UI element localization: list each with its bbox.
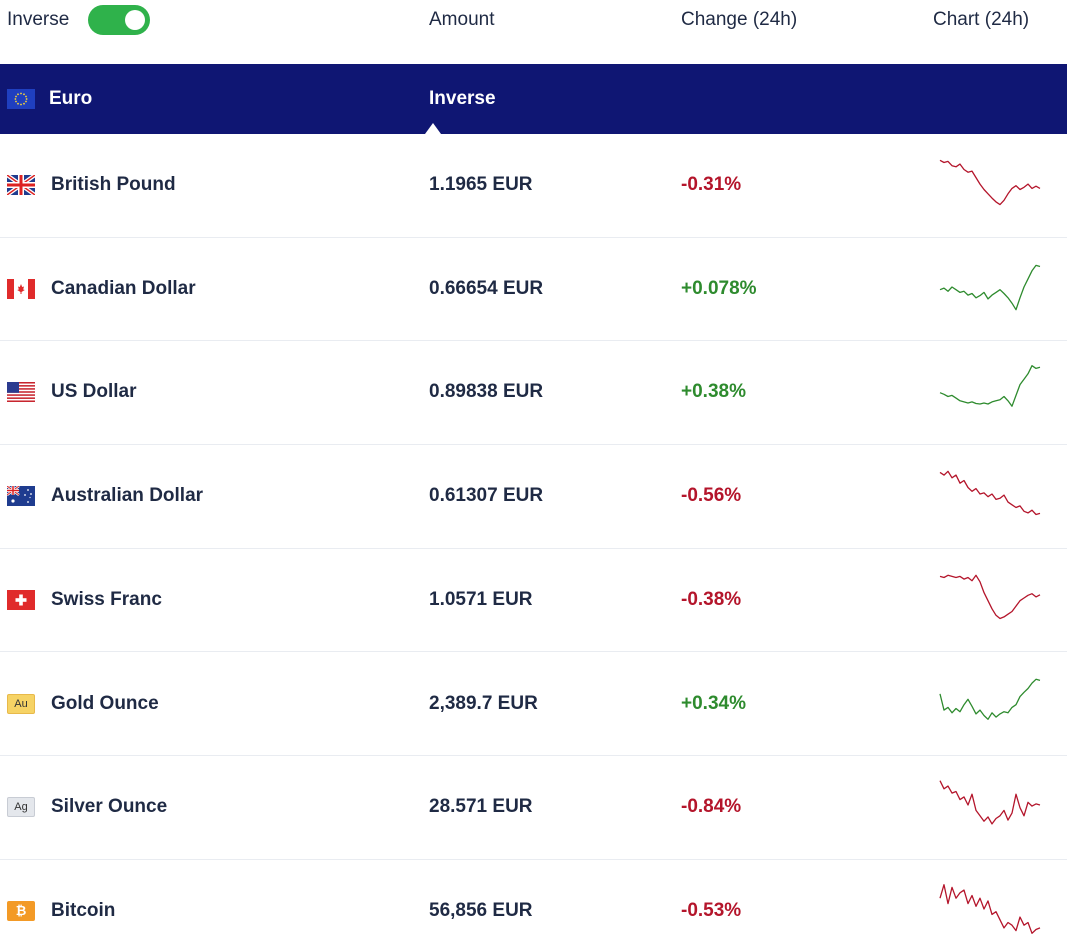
currency-row-silver-ounce[interactable]: Ag Silver Ounce 28.571 EUR -0.84% [0,756,1067,860]
sparkline-chart[interactable] [938,154,1042,212]
sparkline-path [939,470,1041,516]
currency-row-us-dollar[interactable]: US Dollar 0.89838 EUR +0.38% [0,341,1067,446]
currency-amount: 0.89838 EUR [429,381,544,403]
sparkline-chart[interactable] [938,776,1042,834]
currency-row-bitcoin[interactable]: ₿ Bitcoin 56,856 EUR -0.53% [0,860,1067,941]
sparkline-chart[interactable] [938,258,1042,316]
currency-change: -0.84% [681,796,742,818]
currency-change: -0.31% [681,174,742,195]
inverse-label: Inverse [7,9,70,30]
currency-amount: 2,389.7 EUR [429,692,538,714]
sparkline-chart[interactable] [938,880,1042,938]
base-currency-row[interactable]: Euro Inverse [0,64,1067,134]
currency-name: Bitcoin [51,899,116,921]
sparkline-chart[interactable] [938,361,1042,419]
currency-change: +0.38% [681,381,746,403]
currency-name: Swiss Franc [51,588,162,610]
change-column-header: Change (24h) [681,9,798,30]
currency-row-canadian-dollar[interactable]: Canadian Dollar 0.66654 EUR +0.078% [0,238,1067,342]
currency-row-australian-dollar[interactable]: Australian Dollar 0.61307 EUR -0.56% [0,445,1067,549]
currency-row-british-pound[interactable]: British Pound 1.1965 EUR -0.31% [0,134,1067,238]
gold-badge: Au [7,693,35,714]
amount-column-header: Amount [429,9,495,30]
ch-flag-icon [7,589,35,610]
sparkline-chart[interactable] [938,673,1042,731]
ca-flag-icon [7,278,35,299]
currency-change: -0.38% [681,588,742,610]
sparkline-path [939,574,1041,619]
table-header: Inverse Amount Change (24h) Chart (24h) [0,0,1067,64]
sparkline-chart[interactable] [938,569,1042,627]
selection-caret [425,123,441,134]
sparkline-path [939,883,1041,934]
currency-change: +0.078% [681,277,757,299]
base-mode-label: Inverse [429,88,496,109]
currency-name: British Pound [51,174,176,195]
currency-name: Silver Ounce [51,796,168,818]
currency-name: Gold Ounce [51,692,159,714]
currency-name: US Dollar [51,381,137,403]
inverse-toggle[interactable] [88,5,150,35]
currency-name: Australian Dollar [51,485,204,507]
eu-flag-icon [7,89,35,109]
bitcoin-badge: ₿ [7,900,35,921]
currency-amount: 1.1965 EUR [429,174,533,195]
currency-amount: 0.61307 EUR [429,485,544,507]
sparkline-path [939,159,1041,206]
currency-change: +0.34% [681,692,746,714]
currency-name: Canadian Dollar [51,277,196,299]
au-flag-icon [7,486,35,507]
silver-badge: Ag [7,797,35,818]
currency-amount: 1.0571 EUR [429,588,533,610]
chart-column-header: Chart (24h) [933,9,1030,30]
currency-row-gold-ounce[interactable]: Au Gold Ounce 2,389.7 EUR +0.34% [0,653,1067,757]
currency-row-swiss-franc[interactable]: Swiss Franc 1.0571 EUR -0.38% [0,549,1067,653]
gold-icon: Au [7,693,35,714]
base-currency-name: Euro [49,88,93,109]
sparkline-chart[interactable] [938,465,1042,523]
uk-flag-icon [7,175,35,195]
currency-amount: 28.571 EUR [429,796,533,818]
currency-amount: 56,856 EUR [429,899,533,921]
us-flag-icon [7,382,35,403]
silver-icon: Ag [7,797,35,818]
toggle-knob [125,10,145,30]
sparkline-path [939,678,1041,720]
currency-amount: 0.66654 EUR [429,277,544,299]
currency-change: -0.53% [681,899,742,921]
currency-change: -0.56% [681,485,742,507]
sparkline-path [939,780,1041,825]
sparkline-path [939,365,1041,408]
sparkline-path [939,264,1041,311]
bitcoin-icon: ₿ [7,900,35,921]
